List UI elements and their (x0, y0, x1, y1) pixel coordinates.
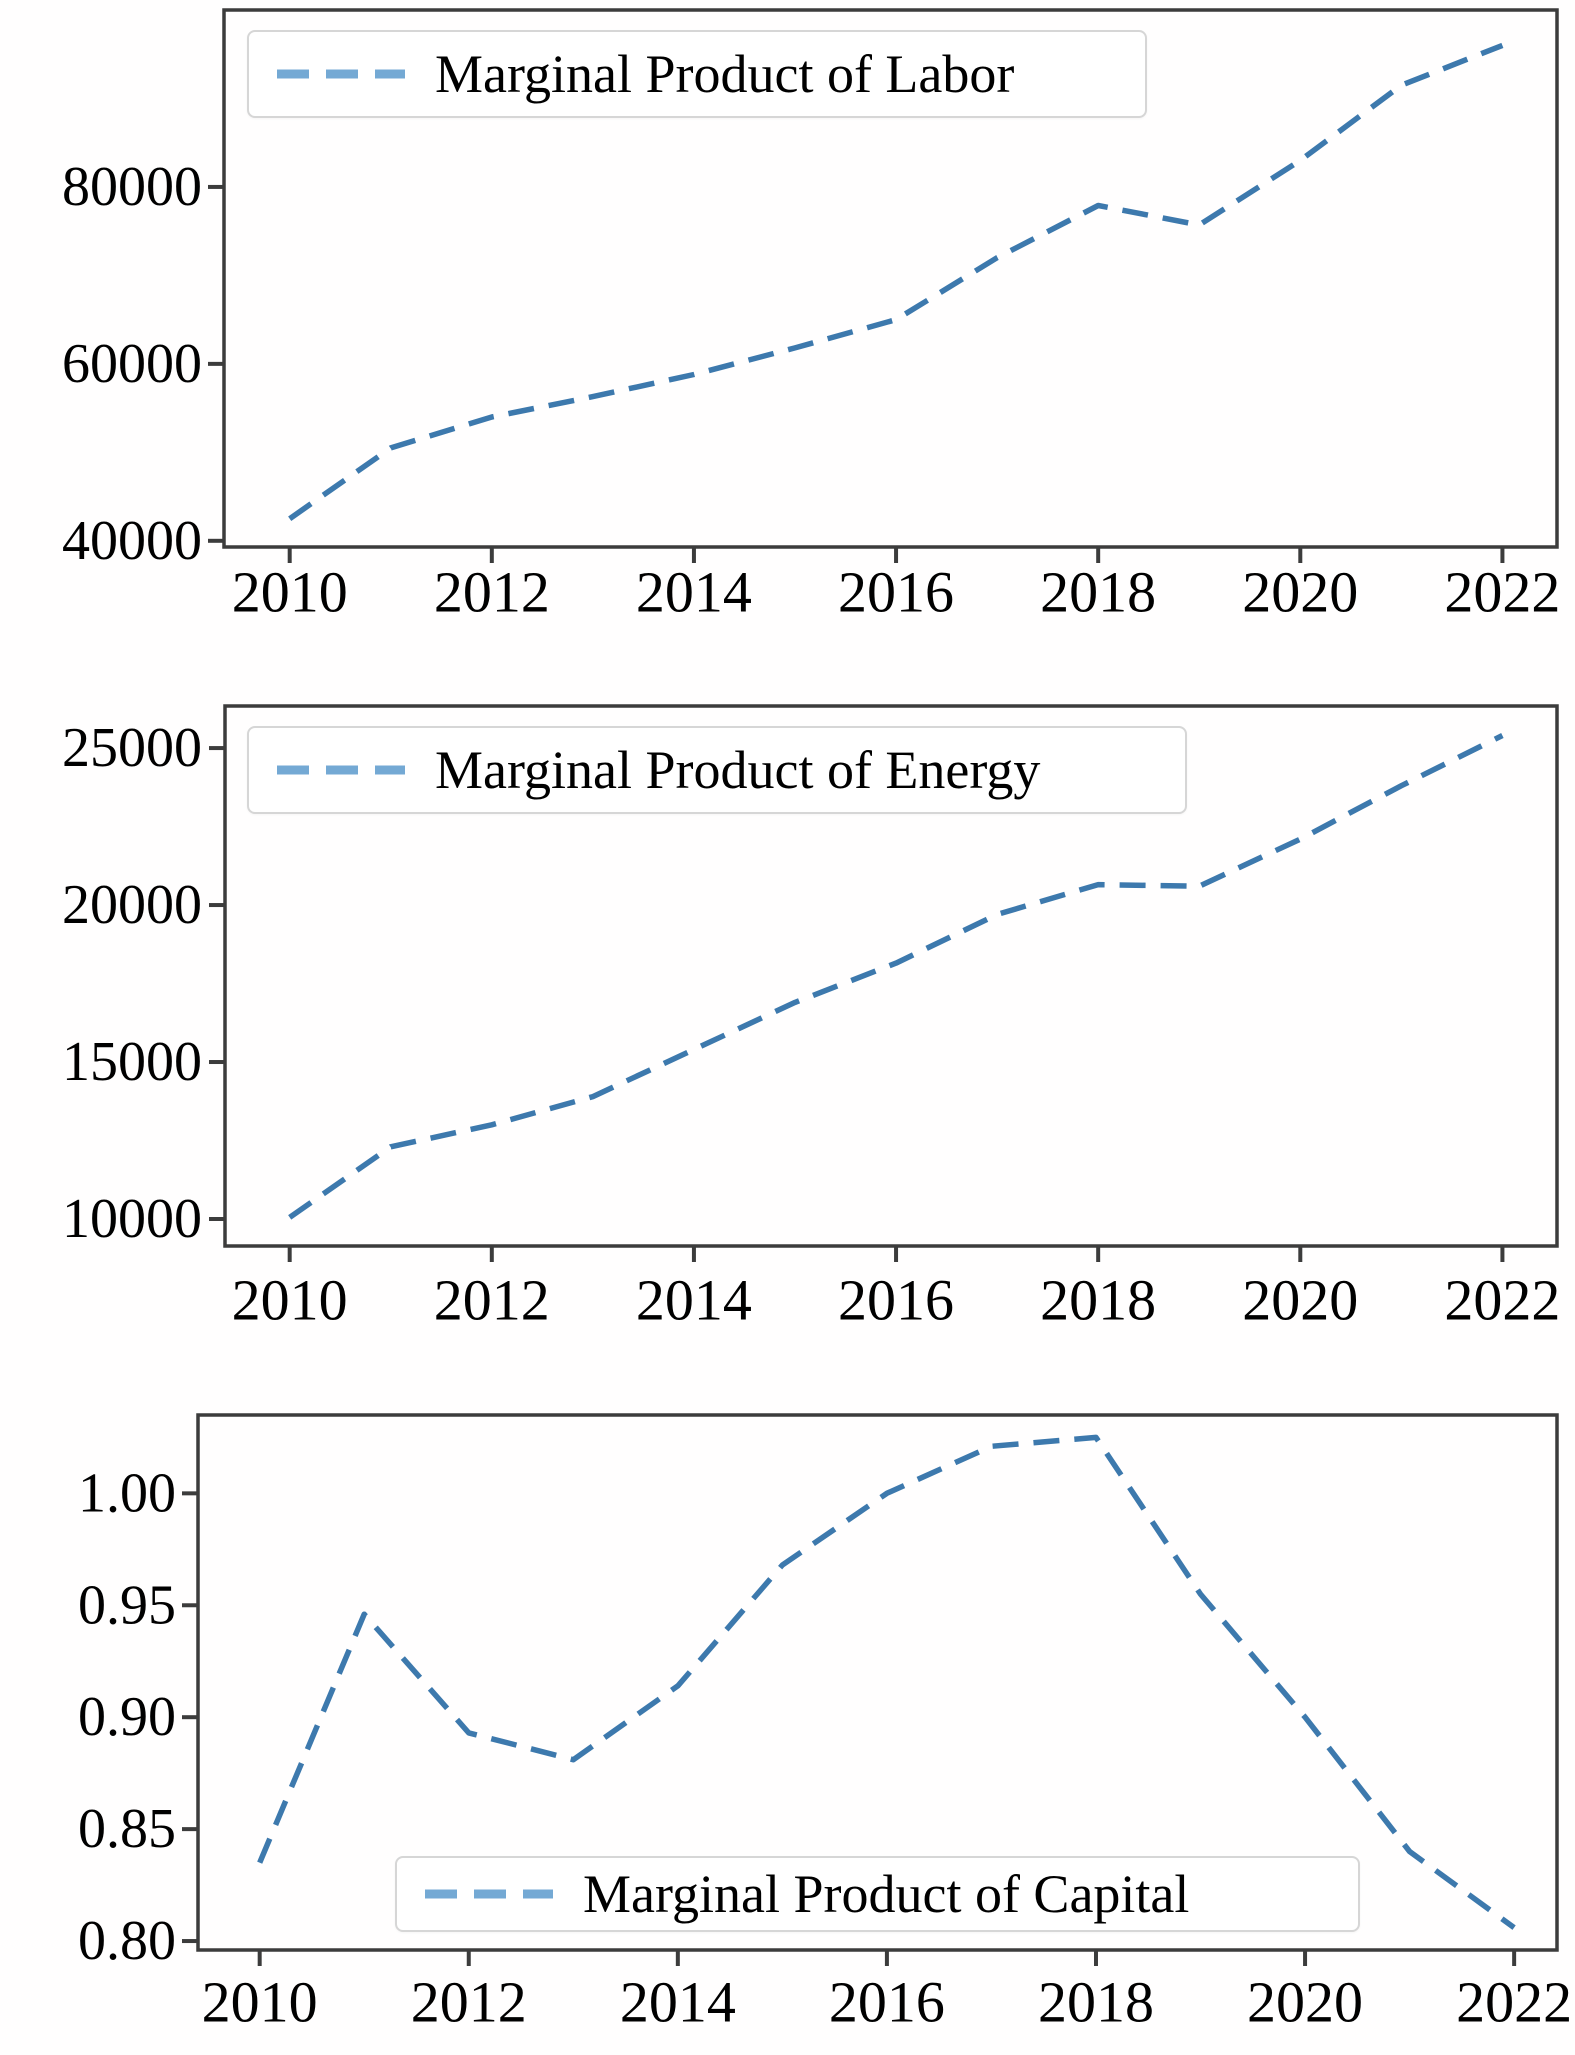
x-tick-label: 2014 (636, 1268, 752, 1333)
y-tick-label: 20000 (62, 874, 202, 936)
y-tick-label: 10000 (62, 1188, 202, 1250)
y-tick-label: 0.85 (78, 1798, 176, 1860)
y-tick-label: 60000 (62, 333, 202, 395)
chart-marginal-product-of-labor: 80000 60000 40000 2010 2012 2014 2016 2018 2020 2… (62, 8, 1560, 625)
x-tick-label: 2020 (1242, 560, 1358, 625)
x-tick-label: 2020 (1247, 1970, 1363, 2035)
x-tick-label: 2016 (838, 1268, 954, 1333)
data-line (288, 42, 1504, 521)
x-tick-label: 2010 (232, 1268, 348, 1333)
x-tick-label: 2010 (232, 560, 348, 625)
data-line (288, 733, 1504, 1220)
x-tick-label: 2014 (620, 1970, 736, 2035)
chart-marginal-product-of-energy: 25000 20000 15000 10000 2010 2012 2014 2016 2018… (62, 704, 1560, 1333)
x-tick-label: 2018 (1040, 560, 1156, 625)
x-tick-label: 2022 (1456, 1970, 1572, 2035)
legend-marginal-product-of-energy: Marginal Product of Energy (247, 726, 1187, 814)
legend-line-sample (425, 1889, 553, 1899)
x-tick-label: 2014 (636, 560, 752, 625)
x-tick-label: 2018 (1038, 1970, 1154, 2035)
y-tick-label: 0.95 (78, 1574, 176, 1636)
x-tick-label: 2016 (829, 1970, 945, 2035)
x-tick-label: 2012 (411, 1970, 527, 2035)
x-tick-label: 2018 (1040, 1268, 1156, 1333)
legend-marginal-product-of-labor: Marginal Product of Labor (247, 30, 1147, 118)
legend-label: Marginal Product of Energy (435, 740, 1041, 800)
x-tick-label: 2022 (1444, 1268, 1560, 1333)
y-tick-label: 1.00 (78, 1462, 176, 1524)
x-tick-label: 2010 (202, 1970, 318, 2035)
x-tick-label: 2012 (434, 560, 550, 625)
y-tick-label: 80000 (62, 156, 202, 218)
y-tick-label: 0.90 (78, 1686, 176, 1748)
y-tick-label: 0.80 (78, 1910, 176, 1972)
x-tick-label: 2020 (1242, 1268, 1358, 1333)
data-line (257, 1434, 1516, 1930)
legend-line-sample (277, 69, 405, 79)
y-tick-label: 40000 (62, 510, 202, 572)
y-tick-label: 25000 (62, 717, 202, 779)
chart-marginal-product-of-capital: 1.00 0.95 0.90 0.85 0.80 2010 2012 2014 2016 2018… (78, 1413, 1572, 2035)
legend-label: Marginal Product of Capital (583, 1864, 1190, 1924)
x-tick-label: 2022 (1444, 560, 1560, 625)
legend-label: Marginal Product of Labor (435, 44, 1015, 104)
y-tick-label: 15000 (62, 1031, 202, 1093)
legend-line-sample (277, 765, 405, 775)
legend-marginal-product-of-capital: Marginal Product of Capital (395, 1856, 1360, 1932)
x-tick-label: 2012 (434, 1268, 550, 1333)
x-tick-label: 2016 (838, 560, 954, 625)
